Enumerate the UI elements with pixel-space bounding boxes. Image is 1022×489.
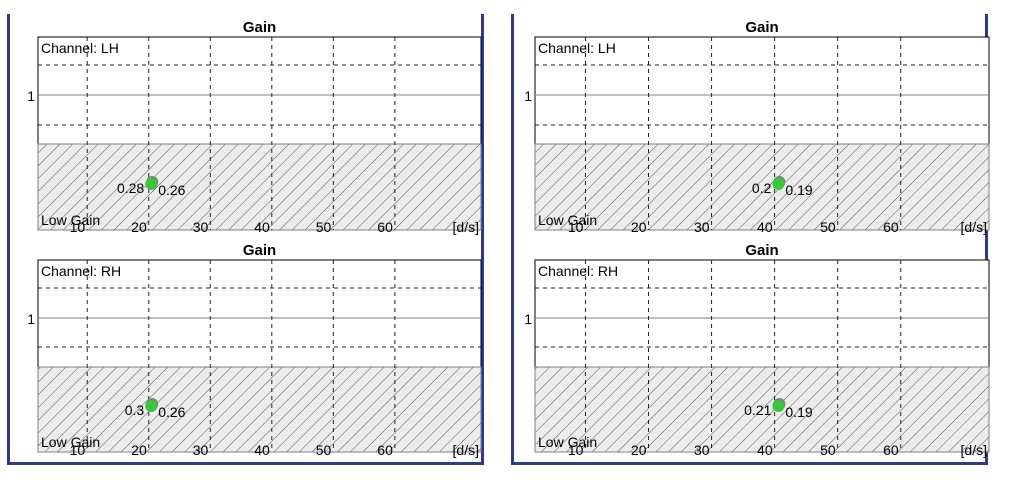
chart-0-xtick-40: 40 — [254, 219, 270, 235]
chart-0-region-label: Low Gain — [41, 212, 100, 228]
chart-3-region-label: Low Gain — [538, 434, 597, 450]
chart-0-xtick-30: 30 — [193, 219, 209, 235]
chart-2-channel-label: Channel: LH — [538, 40, 616, 56]
chart-0-xtick-20: 20 — [131, 219, 147, 235]
chart-0-point-0-right-label: 0.26 — [158, 182, 185, 198]
chart-1-xtick-30: 30 — [193, 442, 209, 458]
chart-0-title: Gain — [243, 19, 276, 36]
left-panel-frame — [7, 14, 484, 465]
chart-2-title: Gain — [745, 19, 778, 36]
chart-0-low-gain-region — [37, 143, 482, 231]
chart-2-xtick-20: 20 — [631, 219, 647, 235]
chart-3-point-0-right-label: 0.19 — [785, 404, 812, 420]
left-panel-border-left — [7, 14, 10, 465]
chart-2-ytick: 1 — [524, 88, 532, 104]
chart-0-xtick-50: 50 — [316, 219, 332, 235]
chart-2-xtick-50: 50 — [820, 219, 836, 235]
right-panel-border-bottom — [511, 462, 988, 465]
chart-3-low-gain-region — [534, 366, 990, 453]
chart-2-xtick-30: 30 — [694, 219, 710, 235]
chart-3-title: Gain — [745, 242, 778, 259]
chart-0-xtick-10: 10 — [70, 219, 86, 235]
chart-1-low-gain-region — [37, 366, 482, 453]
chart-1-region-label: Low Gain — [41, 434, 100, 450]
chart-2-point-0 — [772, 178, 785, 190]
chart-3-point-0 — [772, 400, 785, 412]
chart-0-xlabel: [d/s] — [453, 219, 479, 235]
chart-3-xtick-40: 40 — [757, 442, 773, 458]
chart-2-point-0-right-label: 0.19 — [785, 182, 812, 198]
chart-0-point-0 — [145, 178, 158, 190]
chart-3-xlabel: [d/s] — [961, 442, 987, 458]
chart-1-point-0-right-label: 0.26 — [158, 404, 185, 420]
chart-3-ytick: 1 — [524, 311, 532, 327]
chart-3-xtick-30: 30 — [694, 442, 710, 458]
chart-1-xtick-10: 10 — [70, 442, 86, 458]
chart-0-ytick: 1 — [27, 88, 35, 104]
chart-1-xlabel: [d/s] — [453, 442, 479, 458]
chart-3-xtick-20: 20 — [631, 442, 647, 458]
chart-2-xtick-10: 10 — [568, 219, 584, 235]
left-panel-border-right — [481, 14, 484, 465]
chart-2-region-label: Low Gain — [538, 212, 597, 228]
chart-0-channel-label: Channel: LH — [41, 40, 119, 56]
chart-2-point-0-left-label: 0.2 — [752, 180, 772, 196]
chart-1-xtick-20: 20 — [131, 442, 147, 458]
chart-1-point-0-left-label: 0.3 — [125, 402, 145, 418]
right-panel-border-right — [985, 14, 988, 465]
chart-3-point-0-left-label: 0.21 — [744, 402, 771, 418]
left-panel-border-bottom — [7, 462, 484, 465]
chart-3-xtick-50: 50 — [820, 442, 836, 458]
chart-3-xtick-10: 10 — [568, 442, 584, 458]
chart-1-title: Gain — [243, 242, 276, 259]
chart-1-point-0 — [145, 400, 158, 412]
chart-2-xtick-60: 60 — [883, 219, 899, 235]
chart-1-channel-label: Channel: RH — [41, 263, 121, 279]
right-panel-frame — [511, 14, 988, 465]
chart-1-xtick-50: 50 — [316, 442, 332, 458]
chart-1-xtick-40: 40 — [254, 442, 270, 458]
chart-2-xtick-40: 40 — [757, 219, 773, 235]
chart-2-low-gain-region — [534, 143, 990, 231]
chart-0-xtick-60: 60 — [377, 219, 393, 235]
chart-0-point-0-left-label: 0.28 — [117, 180, 144, 196]
chart-2-xlabel: [d/s] — [961, 219, 987, 235]
chart-3-xtick-60: 60 — [883, 442, 899, 458]
chart-1-xtick-60: 60 — [377, 442, 393, 458]
right-panel-border-left — [511, 14, 514, 465]
chart-1-ytick: 1 — [27, 311, 35, 327]
chart-3-channel-label: Channel: RH — [538, 263, 618, 279]
